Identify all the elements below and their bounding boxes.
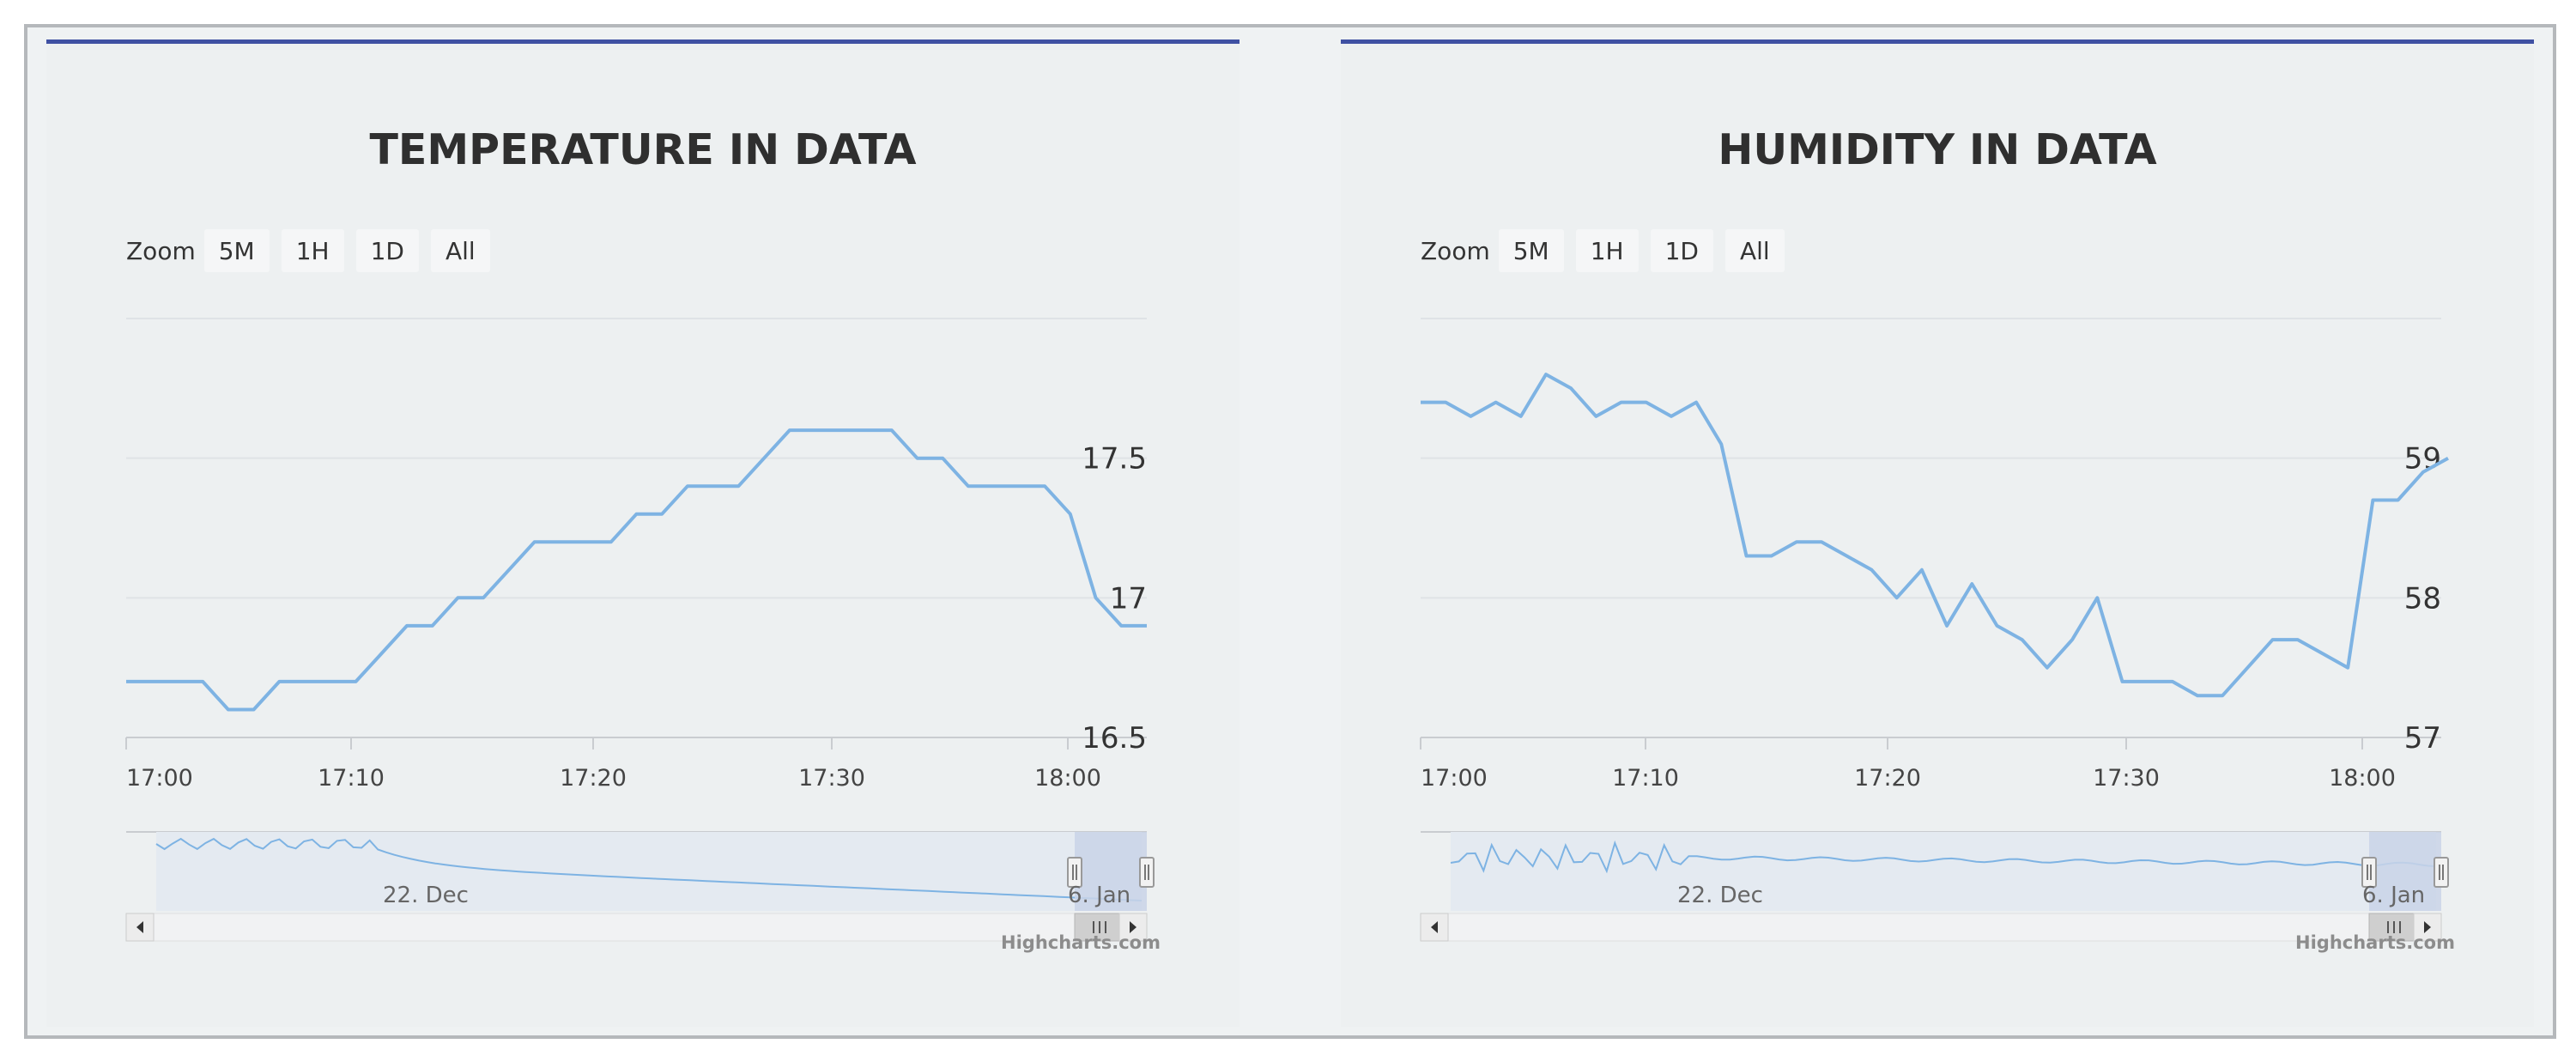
chart-title: TEMPERATURE IN DATA (369, 125, 917, 174)
navigator-right-handle[interactable] (1139, 857, 1155, 888)
arrow-right-icon (2424, 921, 2431, 933)
navigator-right-handle[interactable] (2434, 857, 2449, 888)
navigator-label: 6. Jan (1068, 883, 1130, 908)
chart-title: HUMIDITY IN DATA (1718, 125, 2157, 174)
y-tick-label: 16.5 (1082, 721, 1147, 756)
zoom-5m-button[interactable]: 5M (203, 229, 270, 272)
zoom-selector: Zoom 5M 1H 1D All (1421, 228, 1797, 273)
navigator-series (155, 837, 1143, 901)
zoom-label: Zoom (126, 236, 196, 265)
zoom-1h-button[interactable]: 1H (1575, 229, 1639, 272)
navigator-label: 22. Dec (383, 883, 469, 908)
zoom-selector: Zoom 5M 1H 1D All (126, 228, 502, 273)
zoom-1h-button[interactable]: 1H (281, 229, 344, 272)
zoom-1d-button[interactable]: 1D (1650, 229, 1713, 272)
series-line (126, 428, 1147, 712)
x-tick-label: 17:10 (318, 765, 385, 792)
zoom-5m-button[interactable]: 5M (1498, 229, 1564, 272)
temperature-chart: 17:00 17:10 17:20 17:30 18:00 17.5 17 16.5 22. D… (125, 318, 1155, 942)
x-tick-label: 17:00 (1421, 765, 1488, 792)
y-tick-label: 58 (2404, 581, 2441, 616)
y-tick-label: 57 (2404, 721, 2441, 756)
scrollbar-track[interactable] (125, 913, 1148, 942)
navigator-left-handle[interactable] (1067, 857, 1082, 888)
x-tick-label: 18:00 (2329, 765, 2396, 792)
navigator-area (156, 832, 1142, 911)
navigator-area (1451, 832, 2436, 911)
zoom-all-button[interactable]: All (430, 229, 490, 272)
zoom-1d-button[interactable]: 1D (355, 229, 419, 272)
navigator-selection (2369, 832, 2441, 911)
arrow-left-icon (1431, 921, 1438, 933)
dashboard-frame: TEMPERATURE IN DATA Zoom 5M 1H 1D All 17… (24, 24, 2556, 1039)
navigator-series (1450, 840, 2437, 874)
scrollbar-track[interactable] (1420, 913, 2442, 942)
x-tick-label: 17:20 (1854, 765, 1921, 792)
navigator-left-handle[interactable] (2361, 857, 2377, 888)
humidity-panel: HUMIDITY IN DATA Zoom 5M 1H 1D All 17:00… (1341, 39, 2534, 1027)
y-tick-label: 17.5 (1082, 442, 1147, 476)
x-tick-label: 18:00 (1034, 765, 1101, 792)
x-tick-label: 17:30 (798, 765, 865, 792)
x-tick-label: 17:20 (560, 765, 627, 792)
series-line (1421, 373, 2449, 698)
x-tick-label: 17:30 (2093, 765, 2160, 792)
temperature-panel: TEMPERATURE IN DATA Zoom 5M 1H 1D All 17… (46, 39, 1240, 1027)
navigator-selection (1075, 832, 1147, 911)
highcharts-credit[interactable]: Highcharts.com (2295, 932, 2455, 953)
y-tick-label: 17 (1110, 581, 1147, 616)
x-tick-label: 17:00 (126, 765, 193, 792)
zoom-label: Zoom (1421, 236, 1490, 265)
arrow-left-icon (136, 921, 143, 933)
navigator-label: 22. Dec (1677, 883, 1763, 908)
navigator-label: 6. Jan (2362, 883, 2425, 908)
arrow-right-icon (1130, 921, 1136, 933)
x-tick-label: 17:10 (1612, 765, 1679, 792)
zoom-all-button[interactable]: All (1724, 229, 1785, 272)
highcharts-credit[interactable]: Highcharts.com (1001, 932, 1161, 953)
